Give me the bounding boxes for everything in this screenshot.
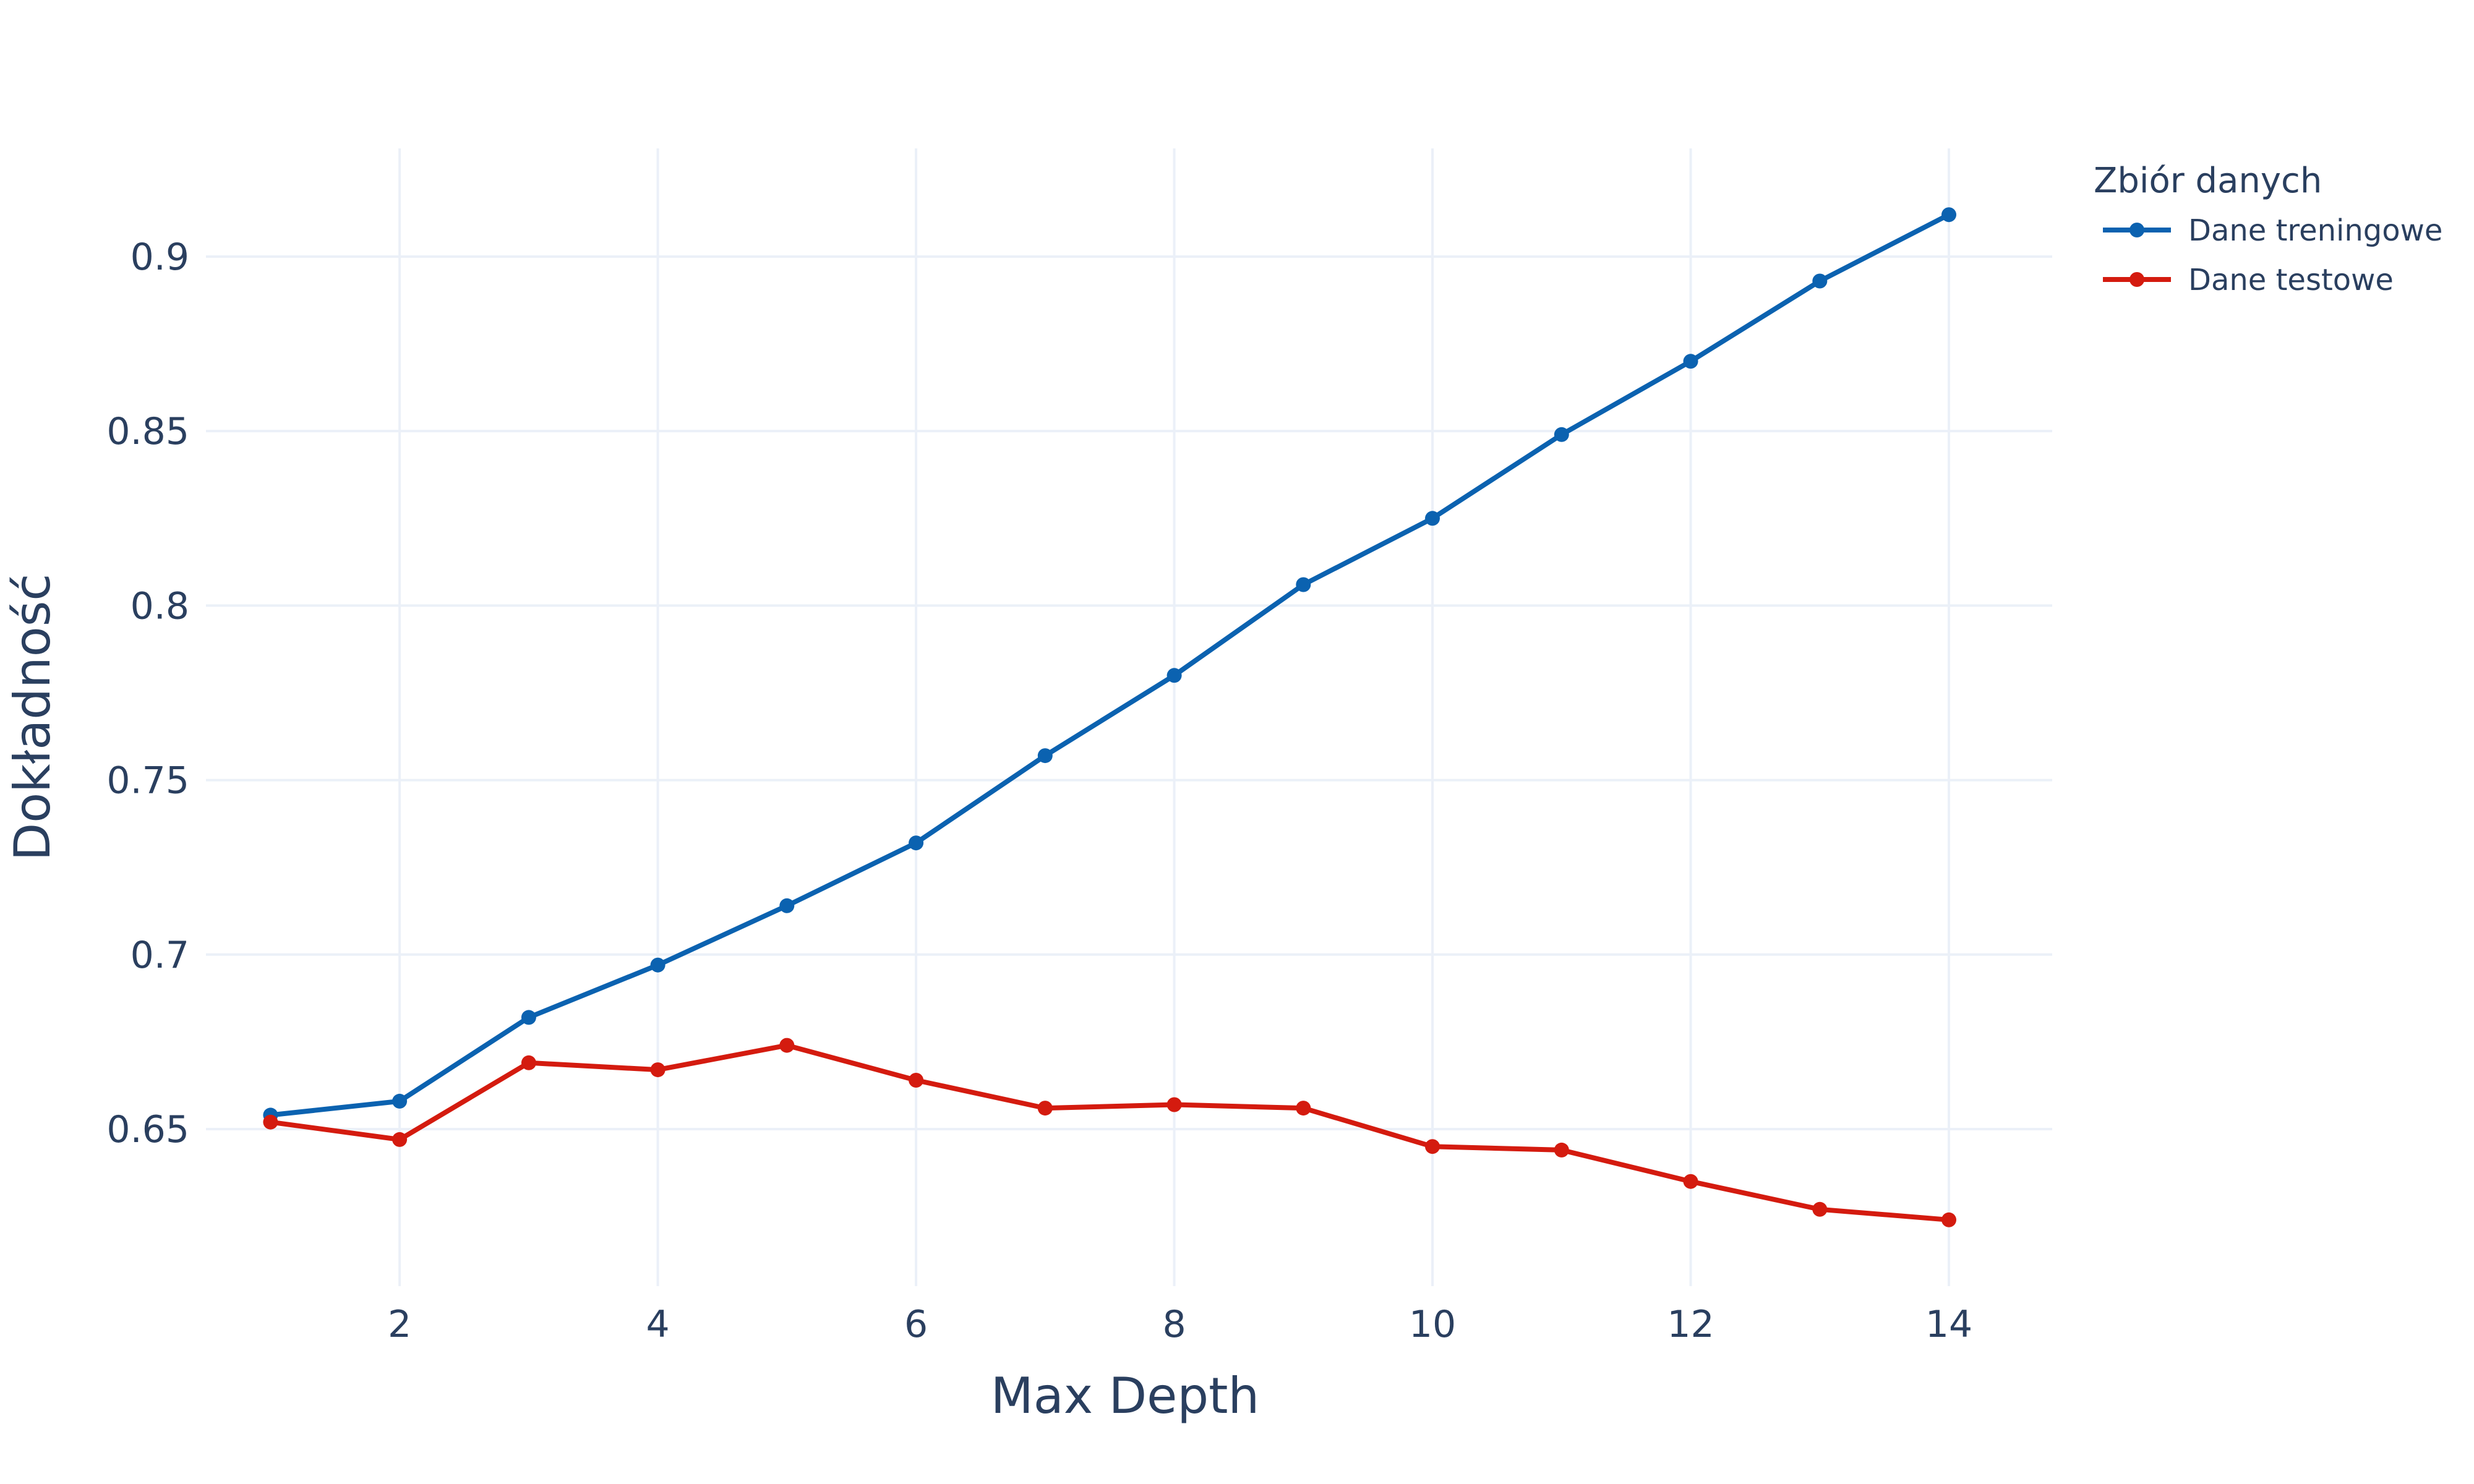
x-tick-label: 14	[1925, 1303, 1972, 1346]
data-point[interactable]	[1037, 748, 1053, 764]
legend-swatch-marker	[2129, 223, 2144, 237]
data-point[interactable]	[650, 1062, 666, 1078]
data-point[interactable]	[779, 898, 795, 913]
x-tick-label: 8	[1162, 1303, 1186, 1346]
data-point[interactable]	[909, 1073, 924, 1088]
data-point[interactable]	[1554, 427, 1569, 442]
data-point[interactable]	[521, 1055, 536, 1070]
y-tick-label: 0.85	[106, 410, 189, 453]
legend-item[interactable]: Dane treningowe	[2103, 213, 2442, 248]
grid-lines	[206, 148, 2052, 1286]
x-tick-label: 10	[1409, 1303, 1456, 1346]
data-series	[263, 207, 1956, 1227]
x-tick-label: 2	[388, 1303, 411, 1346]
data-point[interactable]	[263, 1114, 278, 1130]
legend-item[interactable]: Dane testowe	[2103, 263, 2394, 297]
data-point[interactable]	[1812, 1201, 1828, 1217]
data-point[interactable]	[1166, 1097, 1182, 1112]
data-point[interactable]	[1425, 511, 1440, 526]
data-point[interactable]	[392, 1093, 408, 1109]
y-tick-label: 0.75	[106, 759, 189, 803]
axis-tick-labels: 2 4 6 8 10 12 14 0.65 0.7 0.75 0.8 0.85 0.9	[106, 236, 1972, 1346]
data-point[interactable]	[1425, 1139, 1440, 1154]
y-tick-label: 0.7	[131, 934, 189, 977]
data-point[interactable]	[1296, 1101, 1311, 1116]
data-point[interactable]	[650, 957, 666, 973]
x-tick-label: 12	[1667, 1303, 1714, 1346]
series-line	[270, 212, 1950, 1118]
data-point[interactable]	[779, 1038, 795, 1053]
legend-swatch-marker	[2129, 272, 2144, 287]
legend: Zbiór danych Dane treningowe Dane testowe	[2094, 161, 2442, 297]
series-line	[270, 1043, 1950, 1222]
data-point[interactable]	[1941, 207, 1956, 223]
data-point[interactable]	[909, 835, 924, 851]
series-group	[263, 207, 1956, 1123]
data-point[interactable]	[521, 1010, 536, 1025]
y-tick-label: 0.65	[106, 1108, 189, 1151]
data-point[interactable]	[1683, 354, 1698, 369]
x-tick-label: 4	[646, 1303, 670, 1346]
y-axis-title: Dokładność	[4, 574, 61, 861]
data-point[interactable]	[1037, 1101, 1053, 1116]
data-point[interactable]	[1812, 273, 1828, 289]
data-point[interactable]	[392, 1132, 408, 1147]
legend-title: Zbiór danych	[2094, 161, 2322, 201]
y-tick-label: 0.8	[131, 584, 189, 628]
data-point[interactable]	[1296, 577, 1311, 592]
data-point[interactable]	[1166, 668, 1182, 683]
series-group	[263, 1038, 1956, 1227]
y-tick-label: 0.9	[131, 236, 189, 279]
legend-label: Dane testowe	[2188, 263, 2394, 297]
x-axis-title: Max Depth	[991, 1367, 1260, 1425]
data-point[interactable]	[1683, 1174, 1698, 1189]
x-tick-label: 6	[904, 1303, 928, 1346]
data-point[interactable]	[1941, 1212, 1956, 1227]
data-point[interactable]	[1554, 1142, 1569, 1158]
legend-label: Dane treningowe	[2188, 213, 2442, 248]
